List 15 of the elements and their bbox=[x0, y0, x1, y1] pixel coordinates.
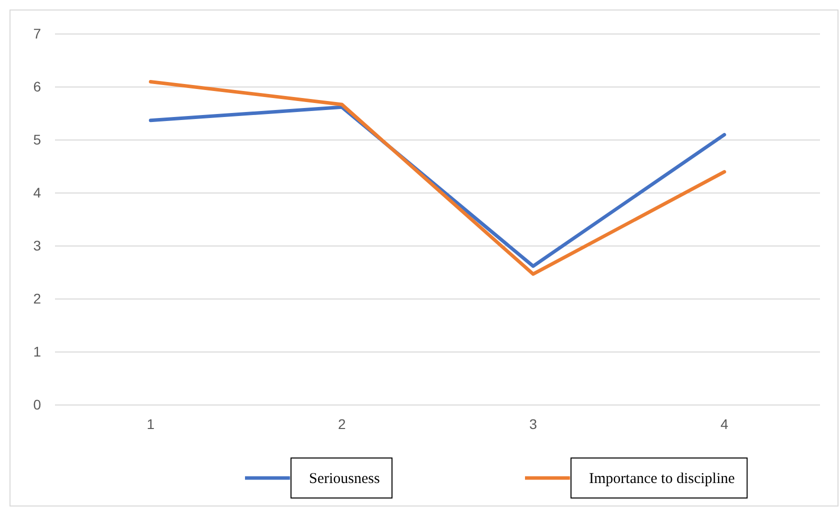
y-tick-label: 1 bbox=[33, 343, 42, 360]
legend-label: Importance to discipline bbox=[589, 471, 736, 487]
y-tick-label: 2 bbox=[33, 290, 42, 306]
y-tick-label: 4 bbox=[33, 184, 42, 200]
x-tick-label: 2 bbox=[338, 416, 346, 432]
legend-label: Seriousness bbox=[309, 471, 380, 487]
line-series bbox=[148, 80, 726, 276]
x-tick-label: 3 bbox=[529, 416, 538, 432]
y-tick-label: 7 bbox=[33, 25, 42, 42]
x-tick-label: 4 bbox=[720, 416, 728, 432]
y-tick-label: 0 bbox=[33, 396, 42, 412]
y-tick-label: 5 bbox=[33, 131, 42, 148]
x-tick-label: 1 bbox=[146, 416, 155, 432]
y-tick-label: 6 bbox=[33, 78, 42, 94]
y-tick-label: 3 bbox=[33, 237, 42, 254]
